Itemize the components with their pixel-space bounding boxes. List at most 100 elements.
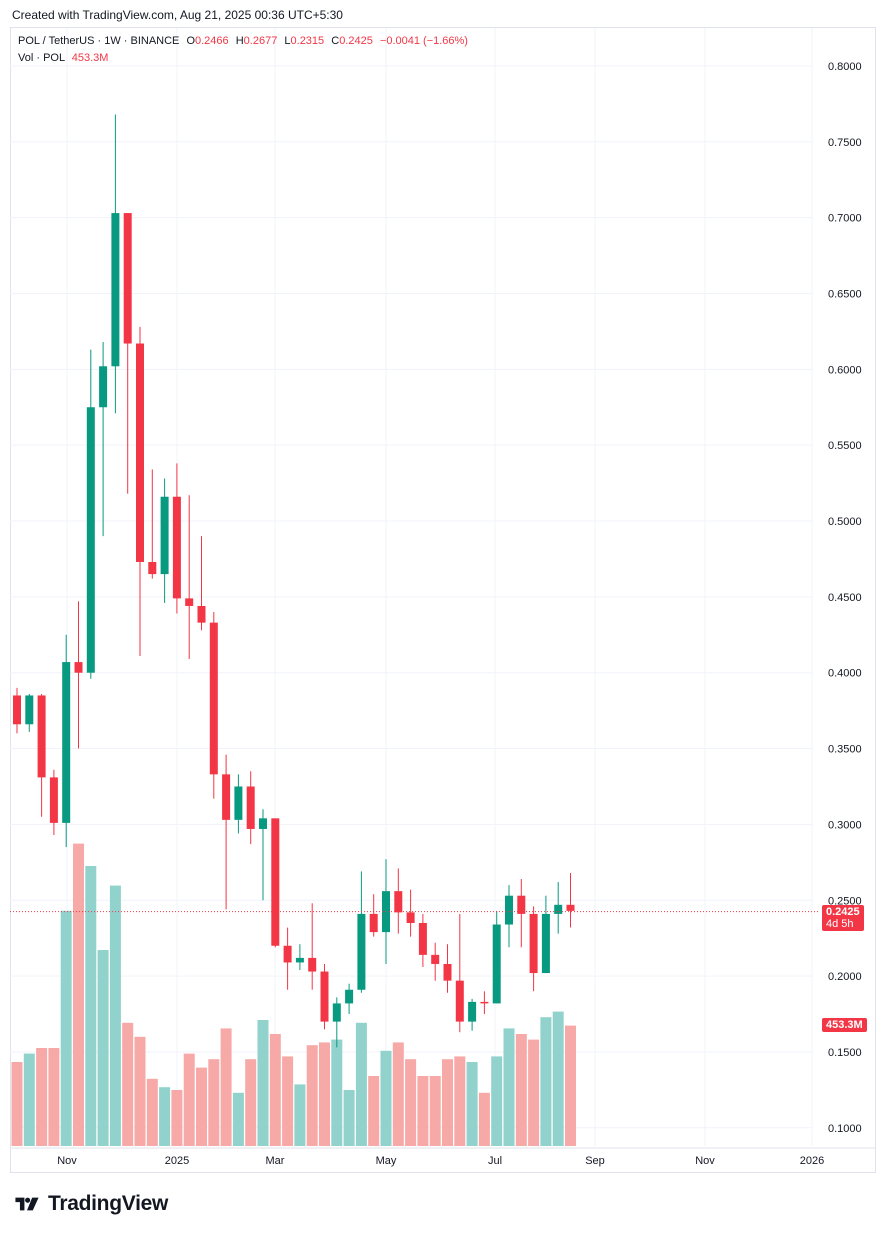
legend-volume: Vol · POL 453.3M xyxy=(18,52,108,64)
x-tick-label: Sep xyxy=(585,1155,605,1167)
candle-body xyxy=(86,407,95,673)
candle xyxy=(246,771,255,845)
candle-body xyxy=(308,957,317,972)
candle-body xyxy=(148,561,157,575)
y-tick-label: 0.7000 xyxy=(828,213,862,225)
candle-body xyxy=(492,924,501,1004)
volume-bar xyxy=(257,1020,269,1146)
candle xyxy=(222,754,231,910)
candle-body xyxy=(394,891,403,913)
candle-body xyxy=(320,971,329,1022)
candle-body xyxy=(136,343,144,562)
candle-body xyxy=(74,662,83,673)
volume-bar xyxy=(220,1028,232,1146)
volume-bars xyxy=(11,843,576,1146)
legend-l-label: L xyxy=(284,35,291,47)
candle xyxy=(541,895,550,974)
candle xyxy=(332,997,341,1048)
candle xyxy=(394,868,403,934)
y-tick-label: 0.6500 xyxy=(828,288,862,300)
candle-body xyxy=(468,1001,477,1022)
y-tick-label: 0.4000 xyxy=(828,668,862,680)
candle-body xyxy=(480,1001,489,1004)
candle-body xyxy=(37,695,46,778)
y-tick-label: 0.8000 xyxy=(828,61,862,73)
chart-frame[interactable] xyxy=(10,27,876,1173)
candle-body xyxy=(49,777,58,823)
volume-bar xyxy=(392,1042,404,1146)
candle-body xyxy=(13,695,21,725)
candle xyxy=(74,601,83,749)
candle-body xyxy=(271,818,280,946)
volume-bar xyxy=(515,1034,527,1146)
volume-bar xyxy=(306,1045,318,1146)
y-axis-ticks: 0.1000 0.1500 0.2000 0.2500 0.3000 0.3500 0.40… xyxy=(828,61,862,1135)
candle xyxy=(431,942,440,981)
volume-bar xyxy=(405,1059,417,1146)
volume-bar xyxy=(109,885,121,1146)
volume-bar xyxy=(134,1036,146,1146)
volume-bar xyxy=(343,1090,355,1146)
candle-body xyxy=(505,895,513,925)
volume-bar xyxy=(97,950,109,1146)
candle-body xyxy=(369,913,378,933)
tradingview-logo[interactable]: TradingView xyxy=(12,1192,168,1216)
candle xyxy=(49,769,58,836)
volume-bar xyxy=(269,1034,281,1146)
candle-body xyxy=(197,605,206,623)
volume-bar xyxy=(540,1017,552,1146)
candle xyxy=(234,774,243,834)
volume-bar xyxy=(319,1042,330,1146)
x-tick-label: Mar xyxy=(266,1155,285,1167)
candle-body xyxy=(209,622,218,775)
candle-body xyxy=(443,963,452,981)
legend-vol-value: 453.3M xyxy=(71,52,109,64)
candle xyxy=(554,882,563,934)
candle-body xyxy=(185,598,194,606)
candle-body xyxy=(123,213,132,344)
y-tick-label: 0.4500 xyxy=(828,592,862,604)
legend-o-label: O xyxy=(186,35,195,47)
candle xyxy=(86,349,95,679)
y-tick-label: 0.2000 xyxy=(828,971,862,983)
candle-body xyxy=(259,818,267,829)
candle xyxy=(271,818,280,948)
candle-body xyxy=(246,786,255,829)
tradingview-logo-text: TradingView xyxy=(48,1192,169,1215)
x-tick-label: Nov xyxy=(57,1155,77,1167)
candle-body xyxy=(357,913,366,990)
y-tick-label: 0.3000 xyxy=(828,819,862,831)
candle-body xyxy=(111,213,120,367)
candle-body xyxy=(283,945,292,963)
legend-o-value: 0.2466 xyxy=(195,35,229,47)
volume-bar xyxy=(208,1059,220,1146)
volume-bar xyxy=(478,1092,490,1146)
candle xyxy=(357,871,366,993)
legend-vol-label: Vol · POL xyxy=(18,52,65,64)
y-tick-label: 0.6000 xyxy=(828,364,862,376)
candle xyxy=(406,889,415,937)
volume-bar xyxy=(122,1022,134,1146)
candle-body xyxy=(406,912,415,924)
volume-bar xyxy=(454,1056,466,1146)
volume-bar xyxy=(528,1039,540,1146)
x-tick-label: Nov xyxy=(695,1155,715,1167)
x-tick-label: 2025 xyxy=(165,1155,189,1167)
candle-body xyxy=(295,957,304,963)
candle-body xyxy=(62,662,71,823)
volume-bar xyxy=(60,910,72,1146)
candle xyxy=(369,894,378,937)
volume-bar xyxy=(368,1076,380,1146)
candle-body xyxy=(234,786,243,820)
candle-body xyxy=(418,923,427,955)
legend-h-value: 0.2677 xyxy=(243,35,278,47)
volume-bar xyxy=(294,1084,306,1146)
candle xyxy=(197,536,206,631)
candle xyxy=(320,963,329,1030)
candle xyxy=(295,944,304,971)
volume-bar xyxy=(380,1050,392,1146)
candle-body xyxy=(455,980,464,1022)
candle-body xyxy=(529,913,538,974)
candle-body xyxy=(566,904,575,911)
